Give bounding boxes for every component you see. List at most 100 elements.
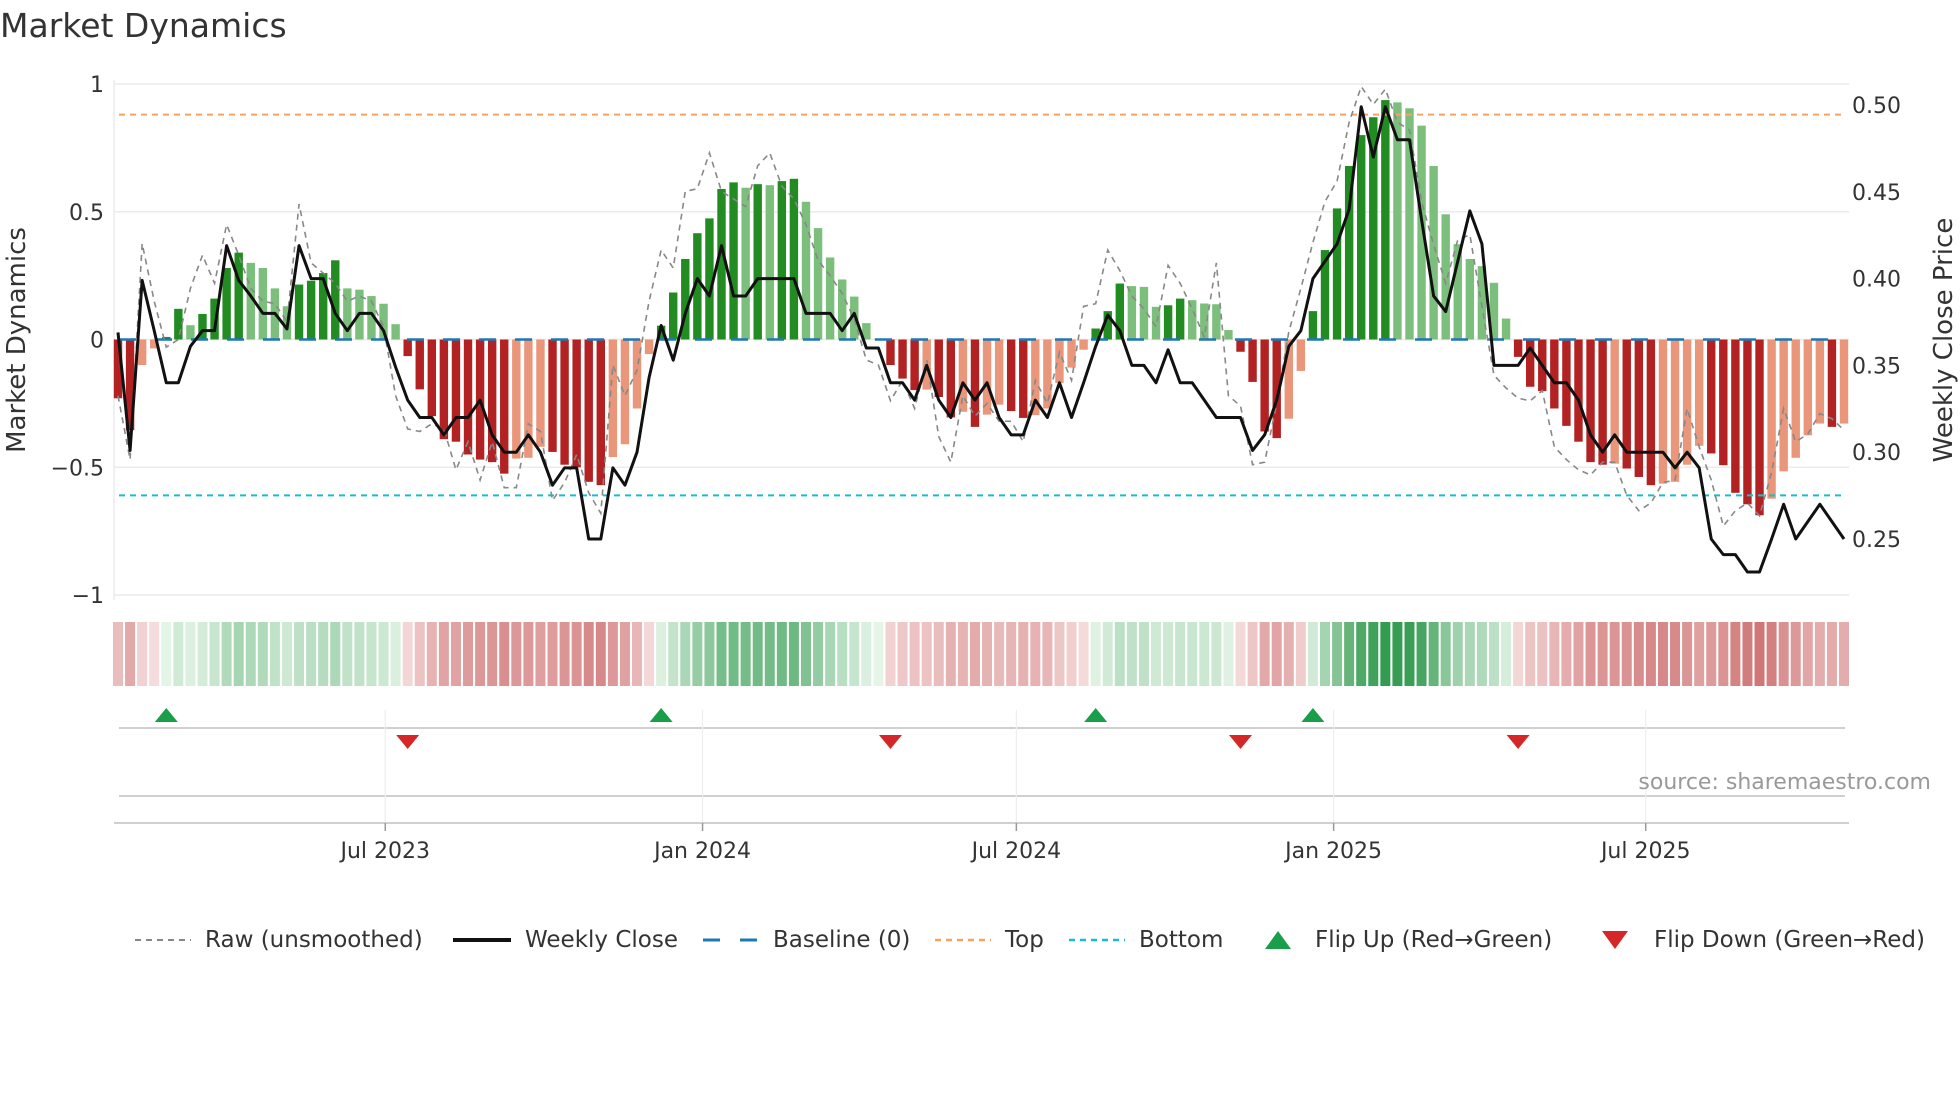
dynamics-bar xyxy=(789,178,799,340)
dynamics-bar xyxy=(1622,339,1631,469)
heat-cell xyxy=(1440,622,1451,686)
dynamics-bar xyxy=(379,303,388,340)
heat-cell xyxy=(294,622,305,686)
heat-cell xyxy=(1694,622,1705,686)
legend-item-bottom[interactable]: Bottom xyxy=(1069,922,1223,958)
dynamics-bar xyxy=(1248,339,1257,382)
heat-cell xyxy=(402,622,413,686)
heat-cell xyxy=(1573,622,1584,686)
heat-cell xyxy=(354,622,365,686)
dynamics-bar xyxy=(1501,318,1511,340)
dynamics-bar xyxy=(1103,311,1112,340)
dynamics-bar xyxy=(1091,328,1100,340)
dynamics-bar xyxy=(1369,117,1378,340)
heat-cell xyxy=(764,622,775,686)
dynamics-bar xyxy=(1188,300,1197,340)
legend-item-top[interactable]: Top xyxy=(935,922,1044,958)
heat-cell xyxy=(813,622,824,686)
dynamics-bar xyxy=(608,339,618,458)
dynamics-bar xyxy=(198,313,207,340)
dynamics-bar xyxy=(777,181,787,340)
heat-cell xyxy=(1525,622,1536,686)
legend-item-flip-down[interactable]: Flip Down (Green→Red) xyxy=(1600,922,1925,958)
dynamics-bar xyxy=(862,323,871,340)
dynamics-bar xyxy=(669,292,678,340)
source-label: source: sharemaestro.com xyxy=(1638,770,1931,795)
dynamics-bar xyxy=(1743,339,1752,505)
heat-cell xyxy=(1320,622,1330,686)
dynamics-bar xyxy=(391,324,400,340)
dynamics-bar xyxy=(717,189,726,340)
legend-item-flip-up[interactable]: Flip Up (Red→Green) xyxy=(1263,922,1552,958)
flip-up-marker xyxy=(154,708,178,722)
heat-cell xyxy=(233,622,244,686)
y2-tick-label: 0.50 xyxy=(1852,94,1901,119)
dynamics-bar xyxy=(934,339,943,397)
dynamics-bar xyxy=(572,339,581,468)
dynamics-bar xyxy=(113,339,123,399)
dynamics-bar xyxy=(1296,339,1306,371)
heat-cell xyxy=(1790,622,1801,686)
heat-cell xyxy=(837,622,848,686)
heat-cell xyxy=(1404,622,1415,686)
dynamics-bars xyxy=(113,100,1849,516)
heat-cell xyxy=(318,622,329,686)
heat-cell xyxy=(873,622,884,686)
heat-cell xyxy=(1380,622,1391,686)
heat-cell xyxy=(619,622,630,686)
heat-cell xyxy=(1199,622,1210,686)
dynamics-bar xyxy=(982,339,992,415)
heat-cell xyxy=(1102,622,1113,686)
heat-cell xyxy=(1235,622,1246,686)
heat-cell xyxy=(1211,622,1222,686)
dynamics-bar xyxy=(741,187,750,340)
dynamics-bar xyxy=(331,260,340,340)
heat-cell xyxy=(692,622,703,686)
dynamics-bar xyxy=(1525,339,1535,387)
heat-cell xyxy=(1814,622,1825,686)
dynamics-bar xyxy=(1429,166,1438,340)
heat-cell xyxy=(897,622,908,686)
dynamics-bar xyxy=(1019,339,1028,418)
y-tick-label: −0.5 xyxy=(51,456,104,481)
dynamics-bar xyxy=(1212,304,1221,340)
heat-cell xyxy=(1718,622,1729,686)
dynamics-bar xyxy=(1707,339,1716,454)
flip-up-marker xyxy=(1084,708,1108,722)
heat-cell xyxy=(426,622,437,686)
dynamics-bar xyxy=(1586,339,1595,463)
heat-cell xyxy=(330,622,341,686)
heat-cell xyxy=(1066,622,1077,686)
heat-cell xyxy=(1778,622,1789,686)
weekly-close-line xyxy=(116,105,1846,574)
heat-cell xyxy=(269,622,280,686)
heat-cell xyxy=(342,622,353,686)
legend-item-baseline[interactable]: Baseline (0) xyxy=(703,922,910,958)
dynamics-bar xyxy=(1031,339,1040,416)
heat-cell xyxy=(450,622,461,686)
heat-cell xyxy=(571,622,582,686)
heat-cell xyxy=(969,622,980,686)
flip-down-marker xyxy=(878,735,902,749)
dynamics-bar xyxy=(487,339,497,463)
dynamics-bar xyxy=(1393,102,1402,340)
heat-cell xyxy=(1283,622,1294,686)
legend-item-raw[interactable]: Raw (unsmoothed) xyxy=(135,922,423,958)
heat-cell xyxy=(656,622,667,686)
heat-cell xyxy=(1585,622,1596,686)
dynamics-bar xyxy=(1453,244,1462,340)
dynamics-bar xyxy=(1272,339,1281,439)
heat-cell xyxy=(511,622,522,686)
heat-cell xyxy=(1271,622,1282,686)
heat-cell xyxy=(957,622,968,686)
dynamics-bar xyxy=(403,339,412,357)
heat-cell xyxy=(800,622,811,686)
heat-cell xyxy=(1488,622,1499,686)
dynamics-bar xyxy=(137,339,147,366)
heat-cell xyxy=(137,622,148,686)
flip-up-marker xyxy=(649,708,673,722)
legend-item-close[interactable]: Weekly Close xyxy=(453,922,678,958)
heat-cell xyxy=(1609,622,1620,686)
flip-down-marker xyxy=(396,735,420,749)
dynamics-bar xyxy=(536,339,545,447)
